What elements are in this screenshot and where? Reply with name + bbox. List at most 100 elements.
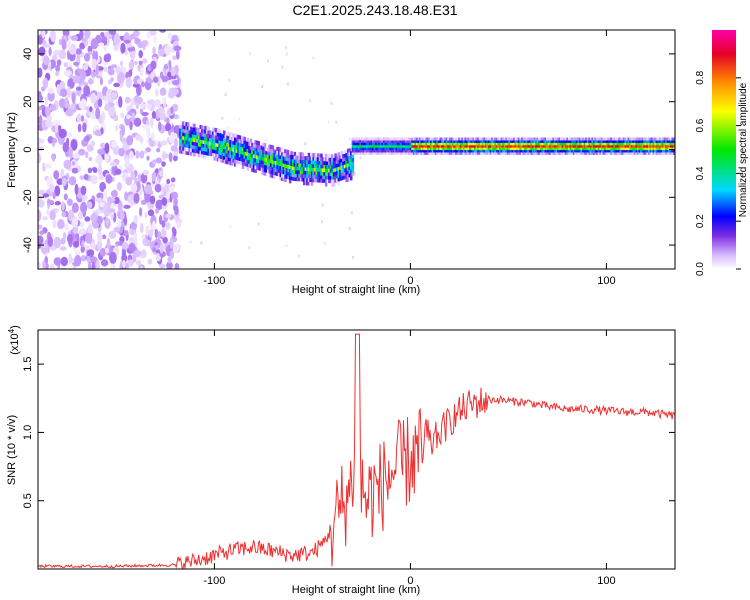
flat-track-cell (484, 149, 488, 153)
noise-cell (39, 230, 45, 235)
track-cell (282, 166, 286, 171)
flat-track-cell (464, 149, 467, 153)
track-cell (331, 157, 334, 162)
track-cell (277, 165, 281, 170)
track-cell (232, 151, 235, 156)
noise-cell (133, 117, 142, 127)
flat-track-cell (557, 144, 560, 148)
flat-track-cell (539, 142, 543, 146)
flat-track-cell (500, 151, 504, 155)
flat-track-cell (577, 144, 580, 148)
flat-track-cell (450, 149, 453, 153)
noise-cell (70, 139, 78, 151)
flat-track-cell (406, 147, 409, 151)
flat-track-cell (456, 144, 460, 148)
track-cell (179, 142, 182, 147)
flat-track-cell (361, 144, 364, 148)
track-cell (306, 156, 309, 161)
flat-track-cell (384, 151, 387, 155)
flat-track-cell (547, 149, 551, 153)
flat-track-cell (553, 142, 557, 146)
track-cell (188, 129, 191, 134)
flat-track-cell (605, 142, 609, 146)
flat-track-cell (654, 139, 657, 143)
flat-track-cell (430, 147, 433, 151)
flat-track-cell (395, 139, 398, 143)
flat-track-cell (444, 147, 447, 151)
flat-track-cell (431, 144, 435, 148)
track-cell (240, 161, 243, 165)
flat-track-cell (353, 139, 356, 143)
flat-track-cell (655, 149, 659, 153)
flat-track-cell (673, 137, 675, 141)
flat-track-cell (608, 137, 612, 141)
noise-cell (110, 190, 118, 197)
track-cell (229, 143, 232, 148)
track-cell (210, 137, 213, 142)
track-cell (205, 129, 209, 134)
flat-track-cell (442, 137, 445, 141)
flat-track-cell (530, 151, 533, 155)
speckle-cell (286, 82, 289, 86)
flat-track-cell (561, 139, 565, 143)
track-cell (188, 140, 191, 145)
track-cell (226, 153, 229, 158)
flat-track-cell (648, 149, 651, 153)
track-cell (270, 170, 273, 175)
flat-track-cell (368, 137, 372, 141)
noise-cell (141, 234, 146, 239)
flat-track-cell (419, 142, 422, 146)
flat-track-cell (419, 151, 422, 155)
speckle-cell (285, 46, 288, 50)
flat-track-cell (387, 139, 391, 143)
flat-track-cell (508, 137, 511, 141)
track-cell (182, 125, 185, 129)
flat-track-cell (654, 151, 657, 155)
noise-cell (70, 103, 75, 110)
track-cell (256, 144, 259, 149)
flat-track-cell (500, 142, 504, 146)
flat-track-cell (503, 144, 507, 148)
track-cell (285, 164, 289, 169)
flat-track-cell (566, 147, 569, 151)
noise-cell (164, 213, 172, 219)
track-cell (312, 167, 315, 172)
noise-cell (108, 230, 117, 239)
flat-track-cell (662, 142, 665, 146)
flat-track-cell (423, 144, 427, 148)
flat-track-cell (469, 144, 472, 148)
flat-track-cell (511, 149, 514, 153)
noise-cell (129, 121, 133, 131)
noise-cell (119, 236, 125, 243)
flat-track-cell (644, 142, 648, 146)
flat-track-cell (591, 137, 594, 141)
flat-track-cell (370, 151, 373, 155)
track-cell (268, 169, 271, 174)
flat-track-cell (450, 144, 453, 148)
flat-track-cell (481, 149, 485, 153)
flat-track-cell (616, 144, 620, 148)
track-cell (350, 154, 353, 159)
track-cell (193, 148, 196, 153)
track-cell (351, 168, 355, 173)
flat-track-cell (431, 149, 435, 153)
track-cell (193, 134, 196, 139)
flat-track-cell (591, 149, 594, 153)
flat-track-cell (553, 137, 557, 141)
speckle-cell (304, 142, 307, 146)
flat-track-cell (461, 139, 464, 143)
noise-cell (147, 79, 154, 84)
flat-track-cell (384, 144, 387, 148)
flat-track-cell (654, 137, 657, 141)
track-cell (346, 159, 350, 164)
flat-track-cell (524, 137, 527, 141)
track-cell (240, 153, 243, 158)
flat-track-cell (480, 147, 483, 151)
flat-track-cell (586, 139, 590, 143)
flat-track-cell (408, 149, 411, 153)
flat-track-cell (622, 147, 626, 151)
flat-track-cell (599, 151, 602, 155)
track-cell (309, 181, 312, 186)
track-cell (235, 138, 239, 142)
noise-cell (61, 201, 65, 211)
